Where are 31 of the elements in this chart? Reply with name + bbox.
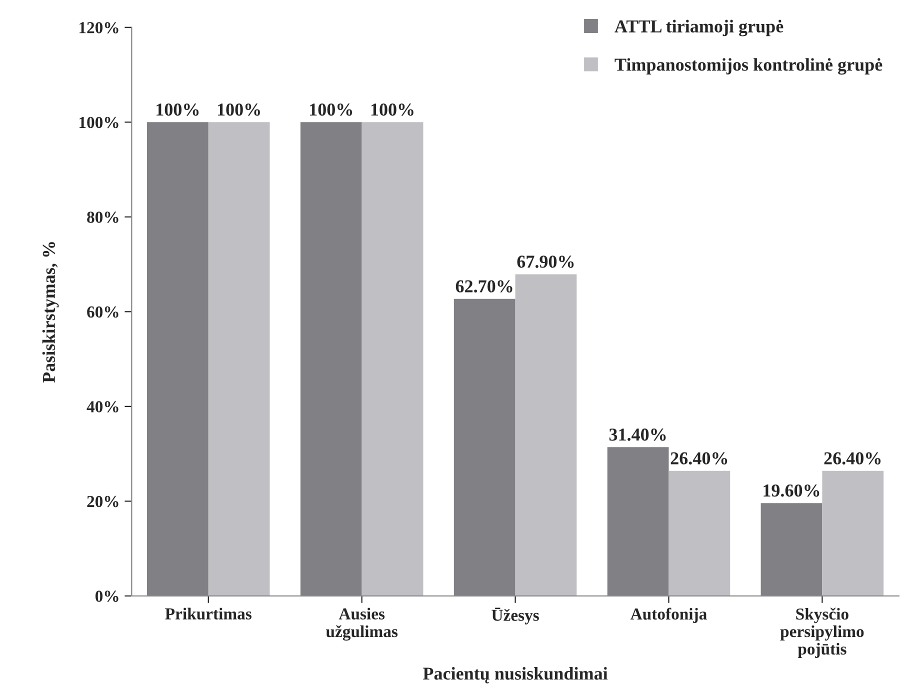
data-label: 100% (371, 104, 414, 116)
bar (208, 122, 270, 596)
bar (362, 122, 424, 596)
x-tick-label: Prikurtimas (165, 608, 252, 620)
y-tick-label: 20% (87, 496, 118, 508)
x-axis-title: Pacientų nusiskundimai (423, 667, 608, 684)
data-label: 31.40% (609, 428, 666, 441)
data-label: 26.40% (670, 452, 728, 465)
legend-label: ATTL tiriamoji grupė (614, 20, 784, 36)
data-label: 26.40% (824, 452, 881, 465)
y-tick-label: 80% (87, 212, 118, 223)
x-tick-label: Autofonija (630, 608, 707, 624)
y-tick-label: 0% (95, 590, 118, 602)
data-label: 62.70% (456, 280, 512, 293)
bar (822, 470, 884, 596)
y-tick-label: 120% (80, 22, 118, 34)
data-label: 19.60% (764, 484, 820, 497)
y-tick-label: 40% (86, 401, 118, 412)
y-axis-title: Pasiskirstymas, % (42, 242, 59, 383)
data-label: 100% (218, 104, 260, 116)
y-tick-label: 60% (87, 306, 118, 318)
bar (668, 470, 730, 596)
data-label: 67.90% (517, 256, 574, 268)
x-tick-label: Ūžesys (492, 608, 539, 624)
data-label: 100% (310, 104, 352, 116)
bar (515, 274, 577, 596)
legend-label: Timpanostomijos kontrolinė grupė (614, 58, 882, 75)
data-label: 100% (156, 104, 199, 116)
x-tick-label: Skysčio persipylimo pojūtis (780, 608, 864, 658)
y-tick-label: 100% (80, 116, 118, 128)
x-tick-label: Ausies užgulimas (326, 608, 398, 641)
